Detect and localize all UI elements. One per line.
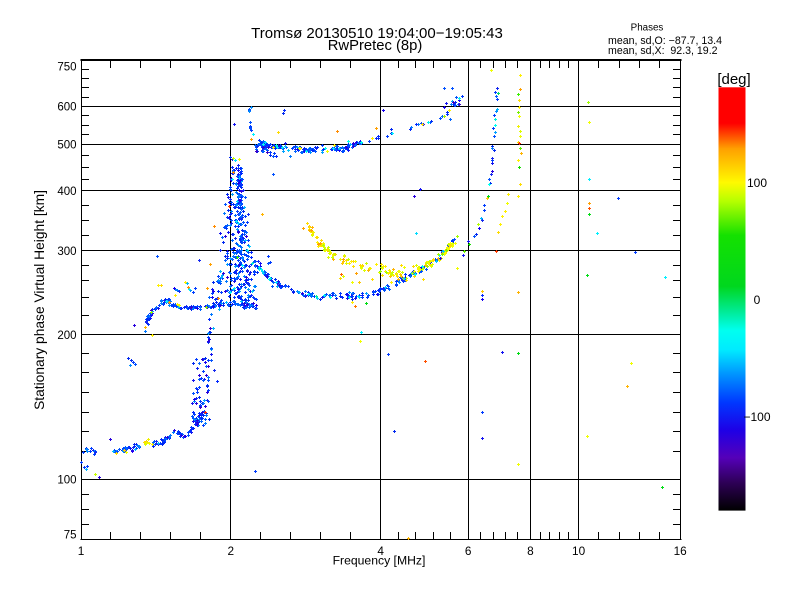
svg-text:10: 10	[572, 544, 586, 558]
svg-text:75: 75	[64, 530, 77, 542]
svg-text:100: 100	[57, 474, 76, 486]
svg-text:600: 600	[57, 102, 76, 114]
svg-text:8: 8	[527, 544, 534, 558]
svg-text:0: 0	[754, 293, 761, 307]
svg-text:Tromsø 20130510 19:04:00−19:05: Tromsø 20130510 19:04:00−19:05:43	[251, 25, 503, 42]
svg-text:Frequency [MHz]: Frequency [MHz]	[333, 554, 426, 568]
svg-text:750: 750	[57, 62, 76, 74]
svg-text:200: 200	[57, 330, 76, 342]
svg-text:16: 16	[674, 544, 688, 558]
svg-text:6: 6	[465, 544, 472, 558]
svg-text:4: 4	[377, 544, 384, 558]
svg-text:400: 400	[57, 186, 76, 198]
svg-text:1: 1	[78, 544, 85, 558]
svg-text:Stationary phase Virtual Heigh: Stationary phase Virtual Height [km]	[32, 190, 47, 410]
svg-text:Phases: Phases	[631, 23, 664, 34]
svg-text:500: 500	[57, 140, 76, 152]
svg-text:−100: −100	[743, 410, 770, 424]
svg-text:100: 100	[747, 176, 767, 190]
svg-text:RwPretec (8p): RwPretec (8p)	[328, 38, 423, 54]
svg-text:[deg]: [deg]	[717, 71, 750, 88]
svg-text:mean, sd,O: −87.7, 13.4: mean, sd,O: −87.7, 13.4	[608, 35, 722, 47]
svg-text:300: 300	[57, 246, 76, 258]
svg-text:mean, sd,X: 92.3, 19.2: mean, sd,X: 92.3, 19.2	[608, 45, 718, 57]
svg-text:2: 2	[228, 544, 235, 558]
